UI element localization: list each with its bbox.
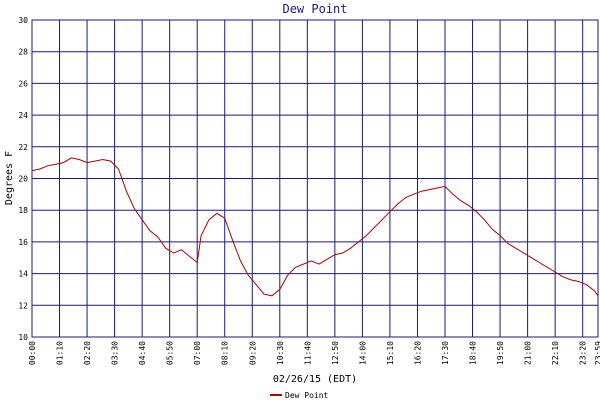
x-tick-label: 11:40 <box>303 341 312 365</box>
y-tick-label: 14 <box>18 270 28 279</box>
y-tick-labels: 10 12 14 16 18 20 22 24 26 28 30 <box>18 16 28 342</box>
y-tick-label: 24 <box>18 111 28 120</box>
x-tick-label: 02:20 <box>83 341 92 365</box>
y-tick-label: 26 <box>18 79 28 88</box>
x-tick-label: 03:30 <box>111 341 120 365</box>
x-tick-label: 05:50 <box>166 341 175 365</box>
x-tick-label: 00:00 <box>28 341 37 365</box>
y-tick-label: 20 <box>18 175 28 184</box>
y-tick-label: 16 <box>18 238 28 247</box>
x-tick-label: 23:20 <box>579 341 588 365</box>
y-tick-label: 22 <box>18 143 28 152</box>
x-tick-label: 19:50 <box>496 341 505 365</box>
x-tick-label: 21:00 <box>524 341 533 365</box>
plot-frame <box>31 19 599 338</box>
x-tick-label: 12:50 <box>331 341 340 365</box>
x-tick-label: 17:30 <box>441 341 450 365</box>
y-tick-label: 18 <box>18 206 28 215</box>
y-tick-label: 30 <box>18 16 28 25</box>
dew-point-series-line <box>31 157 599 297</box>
x-tick-label: 09:20 <box>248 341 257 365</box>
x-tick-label: 23:59 <box>594 341 600 365</box>
x-tick-label: 22:10 <box>551 341 560 365</box>
x-tick-labels: 00:00 01:10 02:20 03:30 04:40 05:50 07:00 08:10… <box>28 341 600 365</box>
x-tick-label: 01:10 <box>56 341 65 365</box>
grid <box>31 19 599 338</box>
x-tick-label: 04:40 <box>138 341 147 365</box>
y-tick-label: 12 <box>18 301 28 310</box>
x-tick-label: 08:10 <box>221 341 230 365</box>
y-tick-label: 28 <box>18 48 28 57</box>
x-axis-label: 02/26/15 (EDT) <box>273 374 357 385</box>
x-tick-label: 16:20 <box>413 341 422 365</box>
x-tick-label: 15:10 <box>386 341 395 365</box>
x-tick-label: 18:40 <box>469 341 478 365</box>
x-tick-label: 07:00 <box>193 341 202 365</box>
x-tick-label: 10:30 <box>276 341 285 365</box>
y-tick-label: 10 <box>18 333 28 342</box>
x-tick-label: 14:00 <box>358 341 367 365</box>
y-axis-label: Degrees F <box>4 151 15 205</box>
chart-title: Dew Point <box>282 2 347 16</box>
legend-label: Dew Point <box>285 391 329 400</box>
